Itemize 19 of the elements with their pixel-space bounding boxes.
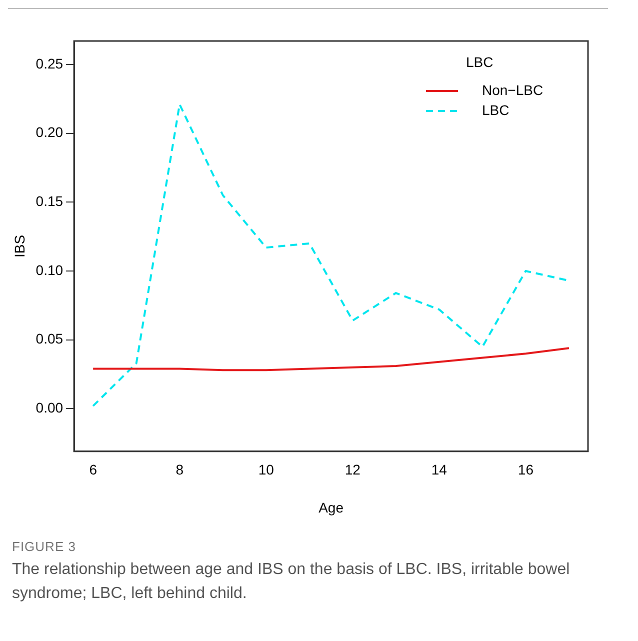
caption: FIGURE 3	[12, 539, 77, 554]
y-tick-label: 0.15	[36, 192, 64, 209]
text: The relationship between age and IBS on the basis of LBC. IBS, irritable bowel syndrome; LBC, left behind child.	[12, 560, 571, 604]
x-tick-label: 10	[258, 462, 274, 478]
x-tick-label: 6	[89, 462, 98, 478]
x-tick-label: 16	[518, 462, 534, 478]
y-tick-label: 0.20	[36, 124, 64, 140]
x-tick-label: 8	[176, 462, 184, 478]
y-axis-title: IBS	[11, 234, 28, 258]
legend-title: LBC	[466, 54, 494, 70]
x-tick-label: 14	[431, 462, 448, 478]
x-tick-label: 12	[344, 462, 361, 478]
y-tick-label: 0.00	[36, 400, 64, 416]
y-tick-label: 0.25	[36, 55, 64, 72]
y-tick-label: 0.10	[36, 262, 64, 278]
legend-label: LBC	[482, 102, 510, 118]
x-axis-title: Age	[318, 499, 344, 516]
legend-label: Non−LBC	[482, 82, 544, 98]
y-tick-label: 0.05	[36, 330, 64, 347]
